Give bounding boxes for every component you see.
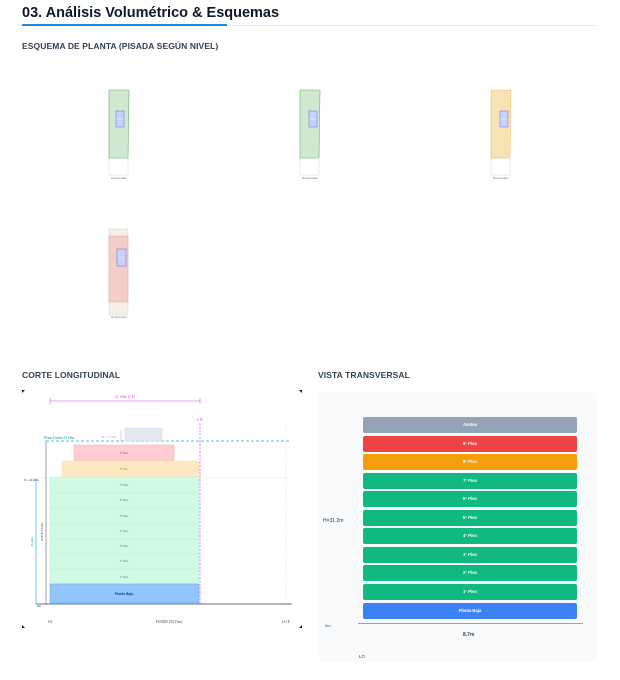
plan-core bbox=[116, 248, 127, 267]
corte-limit-label: Plano Límite 31.60m bbox=[44, 436, 75, 440]
transversal-band-floor: 1° Piso bbox=[363, 584, 577, 600]
corte-x-label: FONDO (50.15m) bbox=[156, 620, 183, 624]
title-accent-bar bbox=[22, 24, 227, 26]
planta-heading: ESQUEMA DE PLANTA (PISADA SEGÚN NIVEL) bbox=[22, 41, 219, 51]
corte-lf-label: LFI bbox=[197, 417, 204, 422]
transversal-lo-label: LO bbox=[359, 654, 366, 659]
transversal-band-floor: 8° Piso bbox=[363, 454, 577, 470]
transversal-band-floor: 3° Piso bbox=[363, 547, 577, 563]
transversal-band-floor: 6° Piso bbox=[363, 491, 577, 507]
plan-thumb-3: Núcleo Enumerado bbox=[481, 88, 521, 188]
corte-floor-label: 5° Piso bbox=[120, 514, 129, 518]
corte-floor-label: 2° Piso bbox=[120, 559, 129, 563]
corte-floor-label: 8° Piso bbox=[120, 467, 129, 471]
page-title: 03. Análisis Volumétrico & Esquemas bbox=[22, 5, 280, 21]
corte-floor-label: 1° Piso bbox=[120, 575, 129, 579]
transversal-width-label: 8.7m bbox=[463, 632, 475, 638]
corte-x-label: LO bbox=[48, 620, 53, 624]
plan-thumb-1: Núcleo Enumerado bbox=[99, 88, 139, 188]
corte-width-label: 21.20m (LF) bbox=[115, 394, 136, 399]
plan-core bbox=[115, 110, 125, 128]
plan-core-label: Núcleo bbox=[311, 119, 316, 121]
plan-setback bbox=[490, 157, 511, 176]
corte-heading: CORTE LONGITUDINAL bbox=[22, 370, 121, 380]
corte-floor-label: 7° Piso bbox=[120, 483, 129, 487]
plan-setback bbox=[299, 157, 320, 176]
transversal-band-floor: 2° Piso bbox=[363, 565, 577, 581]
plan-thumb-4: Núcleo Enumerado bbox=[99, 227, 139, 327]
plan-label-2: Enumerado bbox=[302, 176, 318, 180]
transversal-band-floor: 5° Piso bbox=[363, 510, 577, 526]
corte-ground-label: 0m bbox=[37, 604, 42, 608]
plan-setback bbox=[108, 157, 129, 176]
transversal-band-floor: 7° Piso bbox=[363, 473, 577, 489]
transversal-band-floor: 9° Piso bbox=[363, 436, 577, 452]
transversal-height-label: H=31.2m bbox=[323, 518, 344, 524]
transversal-heading: VISTA TRANSVERSAL bbox=[318, 370, 410, 380]
corte-side-label: 23.60m bbox=[30, 537, 34, 548]
corte-floor-label: 6° Piso bbox=[120, 498, 129, 502]
plan-footprint bbox=[108, 235, 129, 303]
transversal-band-azotea: Azotea bbox=[363, 417, 577, 433]
plan-core-label: Núcleo bbox=[119, 257, 124, 259]
plan-core bbox=[308, 110, 318, 128]
corte-axis-label: SUB ALTURA bbox=[40, 522, 44, 541]
transversal-band-floor: 4° Piso bbox=[363, 528, 577, 544]
transversal-band-planta-baja: Planta Baja bbox=[363, 603, 577, 619]
plan-core-label: Núcleo bbox=[118, 119, 123, 121]
corte-level-label: 8 = 24.00m bbox=[24, 478, 39, 482]
vista-transversal-diagram: Azotea 9° Piso 8° Piso 7° Piso 6° Piso 5… bbox=[318, 392, 597, 662]
title-divider bbox=[22, 25, 597, 26]
corte-x-label: LO E bbox=[282, 620, 291, 624]
corte-base-label: Planta Baja bbox=[115, 592, 133, 596]
corte-longitudinal-diagram: 21.20m (LF) LFI Plano Límite 31.60m H = … bbox=[22, 390, 302, 628]
plan-core-label: Núcleo bbox=[502, 119, 507, 121]
plan-label-3: Enumerado bbox=[493, 176, 509, 180]
transversal-ground-label: 0m bbox=[325, 623, 331, 628]
corte-floor-label: 3° Piso bbox=[120, 544, 129, 548]
plan-label-1: Enumerado bbox=[111, 176, 127, 180]
corte-floor-label: 4° Piso bbox=[120, 529, 129, 533]
plan-thumb-2: Núcleo Enumerado bbox=[290, 88, 330, 188]
transversal-ground-line bbox=[358, 623, 583, 624]
plan-core bbox=[499, 110, 509, 128]
corte-h-label: H = 2.75m bbox=[102, 435, 117, 439]
plan-label-4: Enumerado bbox=[111, 315, 127, 319]
corte-floor-label: 9° Piso bbox=[120, 451, 129, 455]
